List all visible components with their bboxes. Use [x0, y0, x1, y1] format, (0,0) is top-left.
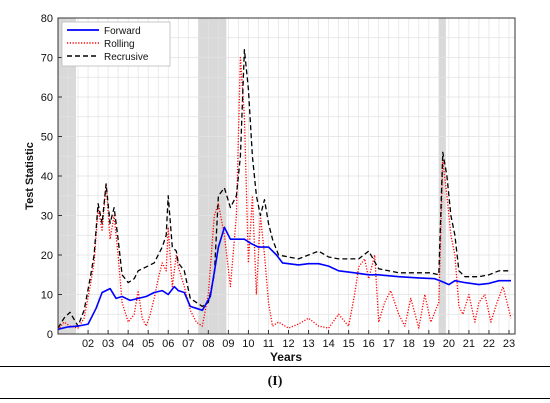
caption-rule-top	[0, 366, 550, 367]
x-tick-label: 20	[443, 338, 455, 350]
x-tick-label: 18	[403, 338, 415, 350]
x-tick-label: 10	[242, 338, 254, 350]
legend: Forward Rolling Recrusive	[61, 21, 171, 67]
x-tick-label: 08	[202, 338, 214, 350]
y-tick-label: 40	[41, 171, 53, 183]
legend-label-rolling: Rolling	[104, 39, 135, 50]
x-tick-label: 03	[102, 338, 114, 350]
x-tick-label: 11	[263, 338, 274, 350]
caption-rule-bottom	[0, 398, 550, 399]
panel-caption: (I)	[267, 374, 283, 389]
legend-label-forward: Forward	[104, 26, 141, 37]
x-axis-label: Years	[270, 350, 302, 364]
series-lines	[57, 48, 512, 331]
x-tick-label: 04	[122, 338, 134, 350]
x-tick-label: 15	[343, 338, 355, 350]
y-tick-label: 0	[47, 329, 53, 341]
y-tick-label: 10	[41, 290, 53, 302]
y-tick-label: 80	[41, 13, 53, 25]
x-tick-label: 06	[162, 338, 174, 350]
x-tick-label: 09	[222, 338, 234, 350]
series-line-forward	[57, 226, 511, 331]
x-tick-label: 19	[423, 338, 435, 350]
x-tick-label: 14	[322, 338, 334, 350]
x-tick-label: 21	[463, 338, 475, 350]
y-tick-label: 30	[41, 211, 53, 223]
x-tick-label: 16	[363, 338, 375, 350]
y-tick-label: 50	[41, 132, 53, 144]
legend-label-recrusive: Recrusive	[104, 52, 149, 63]
x-tick-label: 02	[82, 338, 94, 350]
x-tick-label: 05	[142, 338, 154, 350]
x-tick-label: 07	[182, 338, 194, 350]
y-tick-label: 60	[41, 92, 53, 104]
x-tick-label: 12	[282, 338, 294, 350]
y-ticks: 0 10 20 30 40 50 60 70 80	[41, 13, 62, 341]
x-tick-label: 17	[383, 338, 395, 350]
y-tick-label: 70	[41, 53, 53, 65]
x-ticks: 02 03 04 05 06 07 08 09 10 11 12 13 14 15 16 17 18 19 20 21…	[82, 330, 515, 350]
x-tick-label: 23	[503, 338, 515, 350]
y-tick-label: 20	[41, 250, 53, 262]
y-axis-label: Test Statistic	[24, 142, 36, 210]
x-tick-label: 13	[302, 338, 314, 350]
x-tick-label: 22	[483, 338, 495, 350]
chart: 0 10 20 30 40 50 60 70 80 02 03 04 05 06 07 08 09 10 11 12…	[24, 13, 516, 364]
